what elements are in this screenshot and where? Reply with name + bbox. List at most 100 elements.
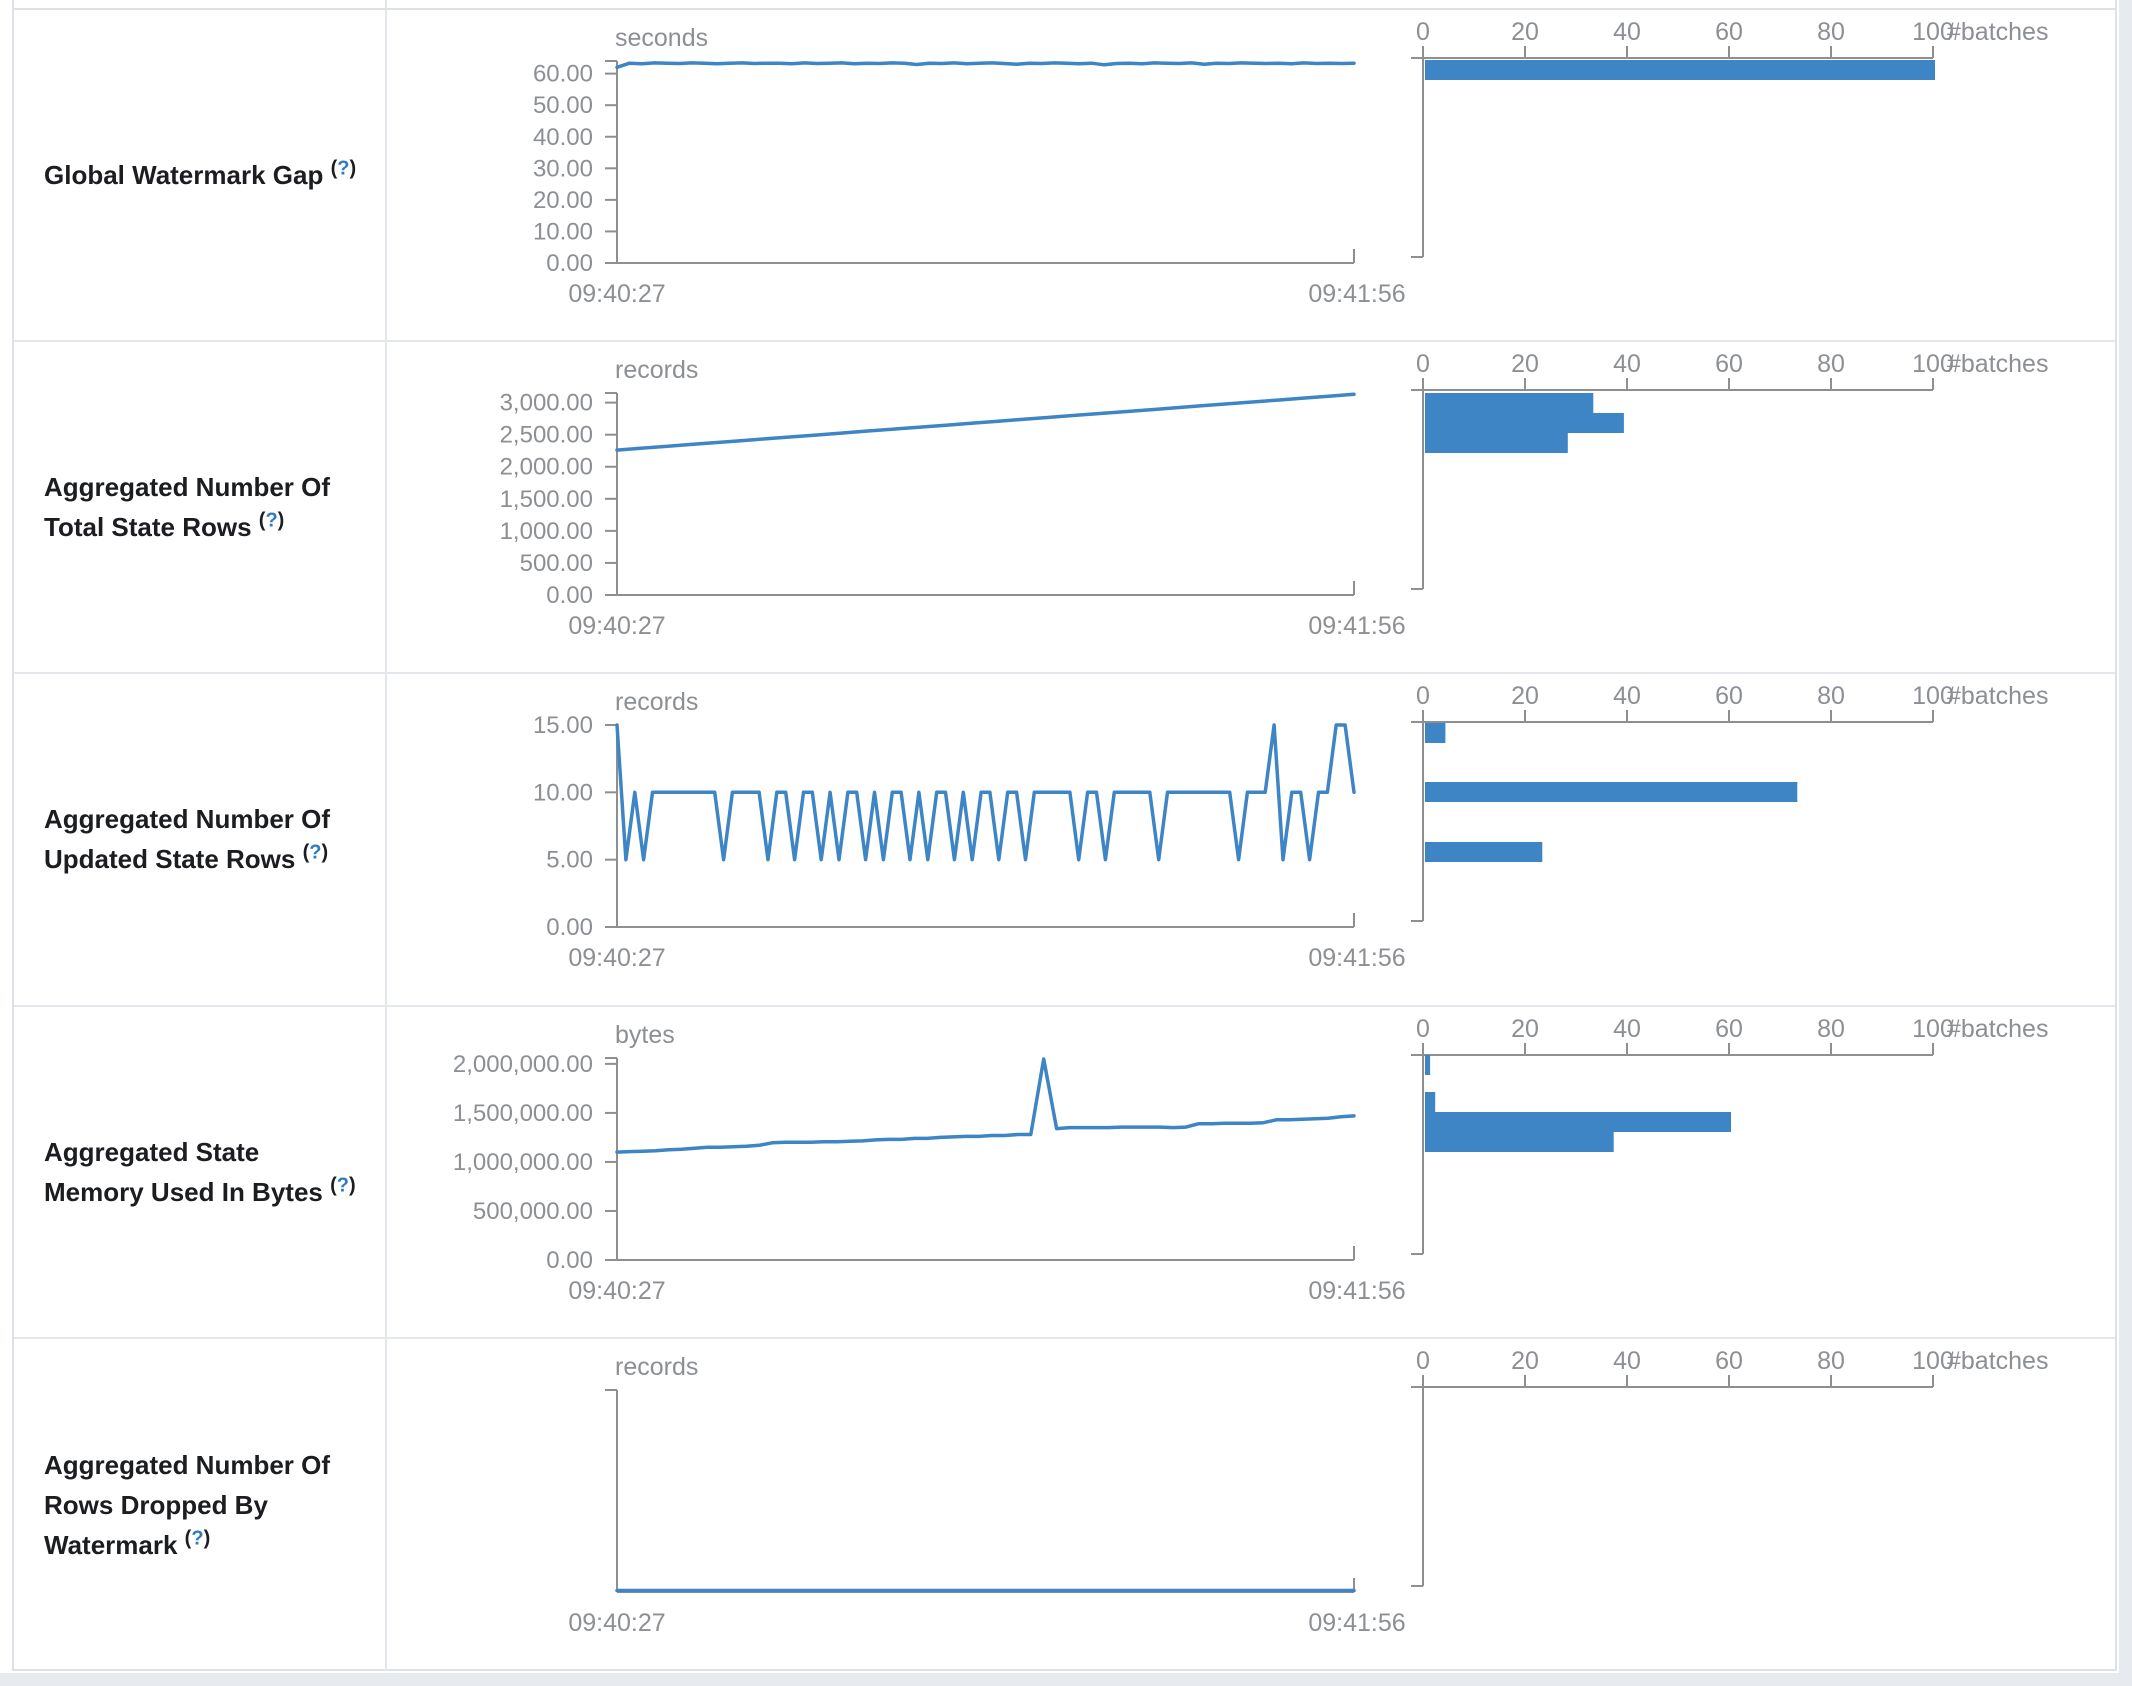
hist-tick-label: 0 xyxy=(1416,682,1430,710)
metric-label-text: Aggregated Number Of Rows Dropped By Wat… xyxy=(44,1449,331,1560)
hist-tick-label: 40 xyxy=(1613,350,1641,378)
metric-label: Global Watermark Gap (?) xyxy=(14,155,377,195)
histogram-chart: 0 20 40 60 80 100#batches xyxy=(1411,682,2048,923)
timeline-series-line xyxy=(615,1056,1356,1154)
y-tick-label: 2,500.00 xyxy=(500,422,593,449)
y-tick-label: 5.00 xyxy=(546,847,593,874)
y-tick-label: 0.00 xyxy=(546,914,593,941)
hist-tick-label: 40 xyxy=(1613,1347,1641,1375)
histogram-bar xyxy=(1425,1054,1431,1075)
hist-tick-label: 80 xyxy=(1817,350,1845,378)
histogram-chart: 0 20 40 60 80 100#batches xyxy=(1411,18,2048,258)
hist-tick-label: 80 xyxy=(1817,1015,1845,1043)
help-link[interactable]: ? xyxy=(336,1174,349,1196)
help-link[interactable]: ? xyxy=(191,1527,204,1550)
metric-row-global-watermark-gap: Global Watermark Gap (?) seconds 60.00 50.… xyxy=(14,10,2115,343)
help-link[interactable]: ? xyxy=(337,157,350,180)
timeline-chart: records 3,000.00 2,500.00 2,000.00 1,500.00 1… xyxy=(500,356,1406,640)
histogram-bar xyxy=(1425,413,1624,434)
border-stub-middle xyxy=(385,0,387,8)
help-link[interactable]: ? xyxy=(309,841,322,864)
metric-row-total-state-rows: Aggregated Number Of Total State Rows (?… xyxy=(14,342,2115,675)
hist-tick-label: 0 xyxy=(1416,1015,1430,1043)
y-tick-label: 30.00 xyxy=(533,155,593,182)
batches-axis-label: #batches xyxy=(1947,1347,2048,1375)
timeline-unit-label: records xyxy=(615,356,698,384)
hist-tick-label: 40 xyxy=(1613,1015,1641,1043)
y-tick-label: 0.00 xyxy=(546,1247,593,1274)
hist-tick-label: 60 xyxy=(1715,1347,1743,1375)
hist-tick-label: 0 xyxy=(1416,350,1430,378)
y-tick-label: 10.00 xyxy=(533,780,593,807)
hist-tick-label: 100 xyxy=(1912,18,1954,46)
y-tick-label: 15.00 xyxy=(533,712,593,739)
y-tick-label: 1,500.00 xyxy=(500,486,593,513)
hist-tick-label: 60 xyxy=(1715,1015,1743,1043)
histogram-bar xyxy=(1425,842,1543,863)
y-tick-label: 40.00 xyxy=(533,124,593,151)
metric-label-text: Aggregated State Memory Used In Bytes xyxy=(44,1136,323,1207)
timeline-chart: records 09:40:27 09:41:56 xyxy=(568,1353,1405,1637)
metric-label-text: Global Watermark Gap xyxy=(44,160,324,191)
batches-axis-label: #batches xyxy=(1947,350,2048,378)
x-end-time-label: 09:41:56 xyxy=(1308,1609,1405,1637)
hist-tick-label: 60 xyxy=(1715,682,1743,710)
histogram-bar xyxy=(1425,393,1594,414)
hist-tick-label: 20 xyxy=(1511,1015,1539,1043)
x-end-time-label: 09:41:56 xyxy=(1308,944,1405,972)
timeline-chart: bytes 2,000,000.00 1,500,000.00 1,000,000.0… xyxy=(453,1021,1406,1305)
metric-label-text: Aggregated Number Of Updated State Rows xyxy=(44,804,331,875)
hist-tick-label: 100 xyxy=(1912,1347,1954,1375)
help-tooltip: (?) xyxy=(184,1527,211,1550)
y-tick-label: 1,000,000.00 xyxy=(453,1149,593,1176)
x-end-time-label: 09:41:56 xyxy=(1308,612,1405,640)
timeline-unit-label: records xyxy=(615,688,698,716)
y-tick-label: 500.00 xyxy=(520,550,593,577)
hist-tick-label: 100 xyxy=(1912,1015,1954,1043)
y-tick-label: 1,500,000.00 xyxy=(453,1099,593,1126)
border-stub-left xyxy=(12,0,14,8)
y-tick-label: 60.00 xyxy=(533,61,593,88)
hist-tick-label: 20 xyxy=(1511,682,1539,710)
y-tick-label: 2,000,000.00 xyxy=(453,1050,593,1077)
x-start-time-label: 09:40:27 xyxy=(568,612,665,640)
timeline-series-line xyxy=(615,392,1356,453)
metric-label: Aggregated State Memory Used In Bytes (?… xyxy=(14,1132,385,1212)
page-gutter-bottom xyxy=(0,1673,2132,1686)
metric-row-state-memory-used: Aggregated State Memory Used In Bytes (?… xyxy=(14,1006,2115,1339)
x-start-time-label: 09:40:27 xyxy=(568,944,665,972)
hist-tick-label: 40 xyxy=(1613,682,1641,710)
help-tooltip: (?) xyxy=(330,1174,356,1196)
batches-axis-label: #batches xyxy=(1947,682,2048,710)
metric-label-cell: Aggregated Number Of Rows Dropped By Wat… xyxy=(14,1338,387,1671)
timeline-unit-label: records xyxy=(615,1353,698,1381)
histogram-bar xyxy=(1425,723,1446,744)
metric-label: Aggregated Number Of Rows Dropped By Wat… xyxy=(14,1445,385,1565)
x-end-time-label: 09:41:56 xyxy=(1308,1277,1405,1305)
hist-tick-label: 80 xyxy=(1817,18,1845,46)
timeline-unit-label: bytes xyxy=(615,1021,675,1049)
help-tooltip: (?) xyxy=(258,509,285,532)
hist-tick-label: 60 xyxy=(1715,18,1743,46)
histogram-chart: 0 20 40 60 80 100#batches xyxy=(1411,1347,2048,1587)
x-start-time-label: 09:40:27 xyxy=(568,1277,665,1305)
x-start-time-label: 09:40:27 xyxy=(568,280,665,308)
hist-tick-label: 80 xyxy=(1817,1347,1845,1375)
batches-axis-label: #batches xyxy=(1947,18,2048,46)
border-stub-right xyxy=(2115,0,2117,8)
histogram-bar xyxy=(1425,433,1568,454)
histogram-chart: 0 20 40 60 80 100#batches xyxy=(1411,1015,2048,1255)
timeline-and-histogram-chart: records 15.00 10.00 5.00 0.00 09:40:27 09:41:5… xyxy=(533,682,2049,972)
hist-tick-label: 100 xyxy=(1912,350,1954,378)
y-tick-label: 0.00 xyxy=(546,582,593,609)
help-link[interactable]: ? xyxy=(265,509,278,532)
hist-tick-label: 0 xyxy=(1416,18,1430,46)
histogram-bar xyxy=(1425,1091,1436,1112)
metric-row-rows-dropped-by-watermark: Aggregated Number Of Rows Dropped By Wat… xyxy=(14,1338,2115,1671)
y-tick-label: 3,000.00 xyxy=(500,390,593,417)
batches-axis-label: #batches xyxy=(1947,1015,2048,1043)
timeline-chart: records 15.00 10.00 5.00 0.00 09:40:27 09:41:5… xyxy=(533,688,1406,972)
metric-label: Aggregated Number Of Total State Rows (?… xyxy=(14,467,385,547)
histogram-bar xyxy=(1425,782,1798,803)
